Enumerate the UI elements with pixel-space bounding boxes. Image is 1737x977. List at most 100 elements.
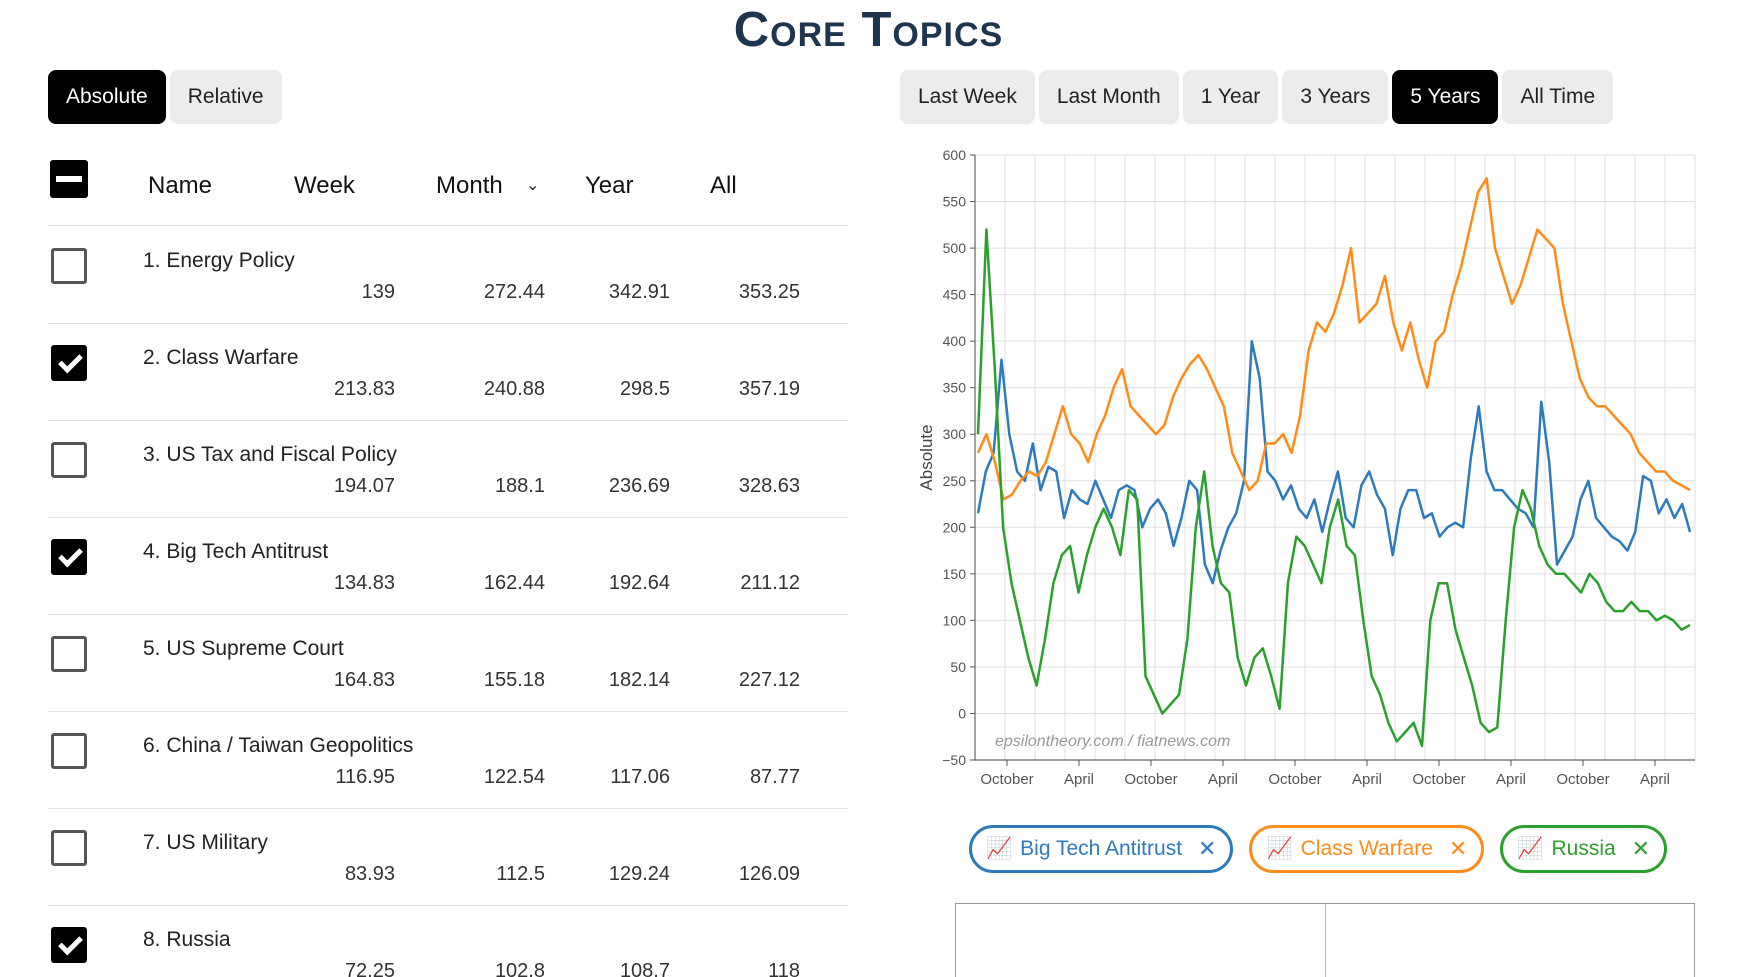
row-checkbox[interactable] (51, 830, 87, 866)
table-row[interactable]: 8. Russia 72.25 102.8 108.7 118 (48, 906, 848, 977)
cell-month: 240.88 (483, 378, 545, 400)
cell-all: 227.12 (738, 669, 800, 691)
tab-all-time[interactable]: All Time (1502, 70, 1614, 124)
tab-last-month[interactable]: Last Month (1038, 70, 1179, 124)
header-week[interactable]: Week (294, 172, 355, 199)
range-toggle: Last Week Last Month 1 Year 3 Years 5 Ye… (900, 70, 1614, 124)
tab-relative[interactable]: Relative (169, 70, 282, 124)
cell-year: 117.06 (610, 766, 670, 788)
watermark: epsilontheory.com / fiatnews.com (995, 733, 1230, 750)
cell-all: 87.77 (749, 766, 800, 788)
panel-divider (1325, 904, 1326, 977)
row-checkbox[interactable] (51, 345, 87, 381)
table-row[interactable]: 6. China / Taiwan Geopolitics 116.95 122.5… (48, 712, 848, 809)
indeterminate-icon (56, 176, 82, 182)
line-chart: −50 0 50 100 150 200 250 300 350 400 450 500 550 600 O… (900, 140, 1700, 800)
y-tick-label: 450 (943, 287, 967, 303)
tab-5-years[interactable]: 5 Years (1392, 70, 1499, 124)
y-tick-label: 100 (943, 612, 967, 628)
y-tick-label: 400 (943, 333, 967, 349)
header-month[interactable]: Month (436, 172, 503, 199)
series-chips: 📈 Big Tech Antitrust ✕ 📈 Class Warfare ✕… (969, 825, 1668, 873)
row-name: 1. Energy Policy (143, 249, 295, 272)
x-tick-label: October (1268, 771, 1321, 788)
table-row[interactable]: 5. US Supreme Court 164.83 155.18 182.14 227… (48, 615, 848, 712)
table-header: Name Week Month ⌄ Year All (48, 150, 848, 226)
cell-week: 213.83 (333, 378, 395, 400)
tab-3-years[interactable]: 3 Years (1282, 70, 1389, 124)
row-checkbox[interactable] (51, 733, 87, 769)
cell-all: 328.63 (738, 475, 800, 497)
tab-absolute[interactable]: Absolute (48, 70, 166, 124)
table-row[interactable]: 3. US Tax and Fiscal Policy 194.07 188.1 23… (48, 421, 848, 518)
cell-month: 272.44 (483, 281, 545, 303)
y-tick-label: 550 (943, 194, 967, 210)
cell-year: 108.7 (619, 960, 670, 977)
row-checkbox[interactable] (51, 442, 87, 478)
cell-week: 194.07 (333, 475, 395, 497)
tab-1-year[interactable]: 1 Year (1182, 70, 1279, 124)
cell-year: 192.64 (608, 572, 670, 594)
cell-week: 134.83 (333, 572, 395, 594)
cell-month: 188.1 (494, 475, 545, 497)
x-tick-label: October (1556, 771, 1609, 788)
chip-big-tech-antitrust[interactable]: 📈 Big Tech Antitrust ✕ (969, 825, 1234, 873)
header-name[interactable]: Name (148, 172, 213, 199)
close-icon[interactable]: ✕ (1448, 836, 1468, 861)
row-checkbox[interactable] (51, 927, 87, 963)
cell-all: 353.25 (738, 281, 800, 303)
x-tick-label: April (1640, 771, 1670, 788)
row-name: 4. Big Tech Antitrust (143, 540, 329, 563)
close-icon[interactable]: ✕ (1631, 836, 1651, 861)
checkmark-icon (58, 348, 83, 374)
cell-all: 126.09 (738, 863, 800, 885)
x-tick-label: April (1208, 771, 1238, 788)
checkmark-icon (58, 542, 83, 568)
x-tick-label: October (1124, 771, 1177, 788)
y-tick-label: 0 (958, 705, 966, 721)
cell-month: 122.54 (483, 766, 545, 788)
y-tick-label: 500 (943, 240, 967, 256)
cell-week: 164.83 (333, 669, 395, 691)
y-tick-label: 150 (943, 566, 967, 582)
select-all-checkbox[interactable] (50, 160, 88, 198)
table-row[interactable]: 2. Class Warfare 213.83 240.88 298.5 357.19 (48, 324, 848, 421)
cell-all: 211.12 (740, 572, 800, 594)
cell-week: 139 (361, 281, 395, 303)
row-checkbox[interactable] (51, 248, 87, 284)
close-icon[interactable]: ✕ (1198, 836, 1217, 861)
cell-month: 162.44 (483, 572, 545, 594)
chip-label: Russia (1551, 837, 1616, 860)
row-name: 3. US Tax and Fiscal Policy (143, 443, 398, 466)
row-name: 2. Class Warfare (143, 346, 299, 369)
header-all[interactable]: All (710, 172, 737, 199)
cell-all: 118 (768, 960, 800, 977)
chip-label: Big Tech Antitrust (1020, 837, 1183, 860)
line-chart-icon: 📈 (1517, 837, 1544, 860)
mode-toggle: Absolute Relative (48, 70, 282, 124)
line-chart-icon: 📈 (1266, 837, 1293, 860)
cell-week: 72.25 (344, 960, 395, 977)
table-row[interactable]: 1. Energy Policy 139 272.44 342.91 353.25 (48, 227, 848, 324)
tab-last-week[interactable]: Last Week (900, 70, 1035, 124)
chart-svg: −50 0 50 100 150 200 250 300 350 400 450 500 550 600 O… (917, 147, 1696, 788)
row-checkbox[interactable] (51, 636, 87, 672)
x-tick-label: October (1412, 771, 1465, 788)
table-row[interactable]: 7. US Military 83.93 112.5 129.24 126.09 (48, 809, 848, 906)
chip-class-warfare[interactable]: 📈 Class Warfare ✕ (1249, 825, 1485, 873)
line-chart-icon: 📈 (986, 837, 1013, 860)
series-line (976, 177, 1691, 501)
row-name: 7. US Military (143, 831, 268, 854)
y-tick-label: 50 (950, 659, 966, 675)
y-tick-label: −50 (942, 752, 966, 768)
header-year[interactable]: Year (585, 172, 634, 199)
y-tick-label: 350 (943, 380, 967, 396)
row-checkbox[interactable] (51, 539, 87, 575)
row-name: 5. US Supreme Court (143, 637, 344, 660)
table-row[interactable]: 4. Big Tech Antitrust 134.83 162.44 192.64 2… (48, 518, 848, 615)
page-title: Core Topics (733, 3, 1004, 57)
chevron-down-icon[interactable]: ⌄ (526, 177, 540, 194)
chip-russia[interactable]: 📈 Russia ✕ (1500, 825, 1668, 873)
y-tick-label: 250 (943, 473, 967, 489)
cell-year: 342.91 (608, 281, 670, 303)
